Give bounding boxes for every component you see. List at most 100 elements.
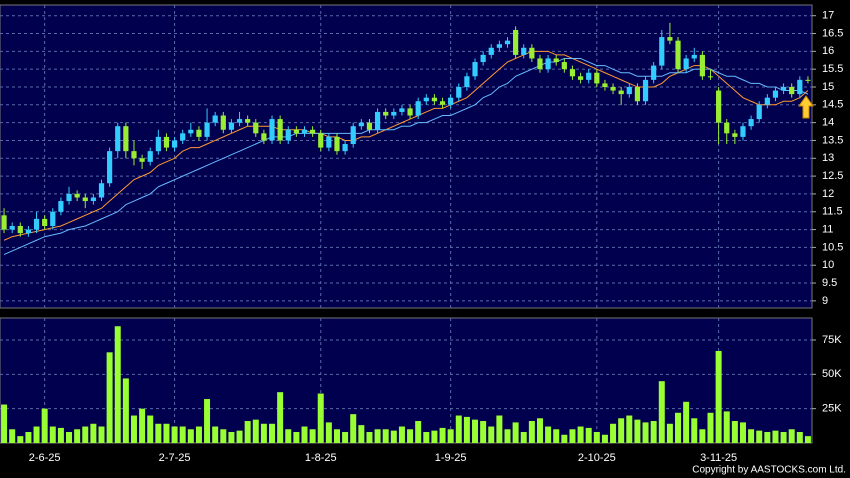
volume-bar	[618, 418, 625, 443]
candle-body	[220, 115, 226, 130]
y-tick-label: 11.5	[822, 206, 843, 218]
volume-bar	[585, 427, 592, 443]
candle-body	[50, 211, 56, 227]
candle-body	[147, 151, 153, 162]
candle-body	[188, 129, 194, 134]
volume-bar	[98, 426, 105, 443]
volume-bar	[723, 411, 730, 443]
candle-body	[724, 122, 730, 134]
candle-body	[716, 90, 722, 123]
volume-bar	[683, 401, 690, 443]
volume-bar	[553, 429, 560, 443]
volume-bar	[431, 430, 438, 443]
volume-bar	[220, 429, 227, 443]
volume-bar	[707, 412, 714, 443]
candle-body	[772, 90, 779, 98]
candle-body	[594, 72, 600, 84]
candle-body	[42, 218, 48, 227]
volume-bar	[309, 429, 316, 443]
candle-body	[529, 47, 535, 59]
candle-body	[107, 151, 113, 184]
candle-body	[521, 47, 527, 55]
y-tick-label: 10.5	[822, 241, 843, 253]
volume-bar	[520, 432, 527, 443]
candle-body	[707, 76, 714, 78]
volume-bar	[642, 422, 649, 443]
volume-bar	[366, 432, 373, 443]
volume-bar	[122, 378, 129, 443]
volume-bar	[301, 426, 308, 443]
arrow-marker	[798, 95, 814, 119]
volume-bar	[269, 423, 276, 443]
volume-bar	[650, 421, 657, 443]
volume-bar	[601, 434, 608, 443]
candle-body	[797, 79, 803, 95]
candle-body	[350, 126, 356, 145]
candle-body	[228, 122, 235, 130]
candle-body	[212, 115, 218, 123]
volume-bar	[415, 421, 422, 443]
candle-body	[569, 69, 576, 77]
candle-body	[334, 136, 340, 152]
volume-bar	[147, 415, 154, 443]
moving-average-line	[3, 50, 809, 241]
y-tick-label: 15	[822, 81, 834, 93]
candle-body	[456, 86, 462, 98]
candle-body	[25, 229, 32, 234]
volume-bar	[756, 430, 763, 443]
volume-bar	[634, 419, 641, 443]
volume-bar	[9, 429, 16, 443]
volume-bar	[171, 426, 178, 443]
y-tick-label: 9.5	[822, 277, 837, 289]
y-tick-label: 15.5	[822, 63, 843, 75]
candle-body	[699, 54, 705, 77]
candle-body	[391, 111, 397, 116]
candle-body	[245, 119, 251, 123]
volume-bar	[496, 415, 503, 443]
candle-body	[691, 54, 697, 59]
volume-bar	[561, 434, 568, 443]
candle-body	[139, 158, 145, 162]
volume-bar	[17, 436, 24, 443]
candle-body	[602, 83, 608, 87]
candle-body	[310, 129, 316, 134]
candle-body	[399, 108, 405, 112]
candle-body	[17, 226, 23, 234]
candle-body	[1, 215, 7, 230]
volume-bar	[358, 425, 365, 443]
candle-body	[732, 133, 738, 137]
candle-body	[423, 97, 429, 102]
volume-bar	[528, 421, 535, 443]
candle-body	[488, 47, 494, 55]
volume-bar	[325, 422, 332, 443]
volume-bar	[74, 429, 81, 443]
volume-bar	[163, 423, 170, 443]
volume-bar	[252, 419, 259, 443]
volume-bar	[455, 415, 462, 443]
volume-bar	[285, 429, 292, 443]
y-tick-label: 10	[822, 259, 834, 271]
volume-bar	[463, 416, 470, 443]
candle-body	[269, 119, 275, 141]
volume-bar	[204, 399, 211, 443]
volume-bar	[244, 421, 251, 443]
volume-bar	[472, 419, 479, 443]
volume-bar	[423, 432, 430, 443]
x-tick-label: 1-8-25	[305, 452, 337, 464]
y-tick-label: 25K	[822, 403, 842, 415]
candle-body	[764, 97, 770, 105]
volume-bar	[626, 415, 633, 443]
volume-bar	[333, 429, 340, 443]
candle-body	[805, 79, 811, 81]
y-tick-label: 75K	[822, 334, 842, 346]
volume-bar	[439, 427, 446, 443]
x-tick-label: 2-7-25	[159, 452, 191, 464]
copyright: Copyright by AASTOCKS.com Ltd.	[692, 465, 846, 476]
candle-body	[326, 136, 332, 148]
candle-body	[358, 122, 364, 127]
candle-body	[756, 104, 762, 120]
candle-body	[610, 86, 616, 91]
candle-body	[155, 136, 161, 152]
